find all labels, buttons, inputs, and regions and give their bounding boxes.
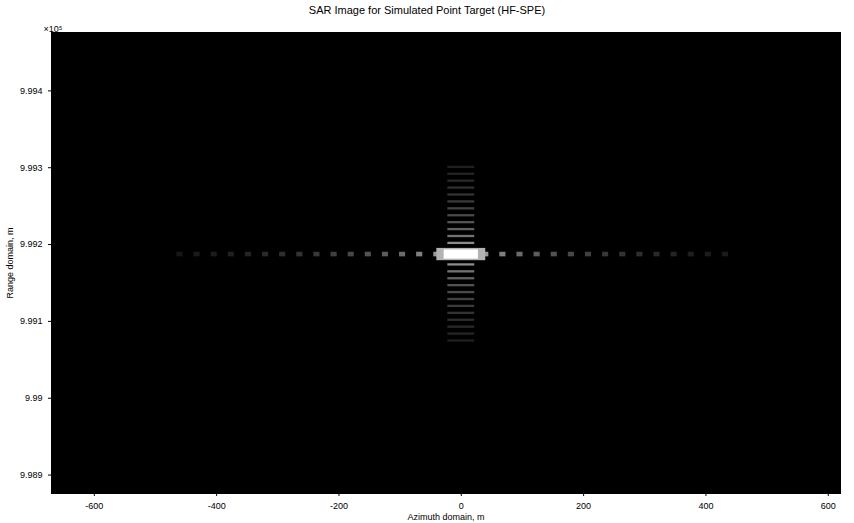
svg-text:9.99: 9.99 xyxy=(25,393,43,403)
svg-text:200: 200 xyxy=(576,501,591,511)
svg-text:9.991: 9.991 xyxy=(20,316,43,326)
svg-text:9.993: 9.993 xyxy=(20,163,43,173)
html-text:SAR Image for Simulated Point: SAR Image for Simulated Point Target (HF… xyxy=(308,4,546,16)
svg-text:-400: -400 xyxy=(208,501,226,511)
svg-text:Azimuth domain, m: Azimuth domain, m xyxy=(407,512,484,522)
svg-text:0: 0 xyxy=(459,501,464,511)
svg-text:-600: -600 xyxy=(85,501,103,511)
svg-text:×10⁵: ×10⁵ xyxy=(44,24,63,34)
svg-text:Range domain, m: Range domain, m xyxy=(5,227,15,298)
svg-text:400: 400 xyxy=(698,501,713,511)
svg-text:9.992: 9.992 xyxy=(20,239,43,249)
svg-text:9.994: 9.994 xyxy=(20,86,43,96)
svg-text:600: 600 xyxy=(821,501,836,511)
svg-text:9.989: 9.989 xyxy=(20,470,43,480)
svg-text:-200: -200 xyxy=(330,501,348,511)
